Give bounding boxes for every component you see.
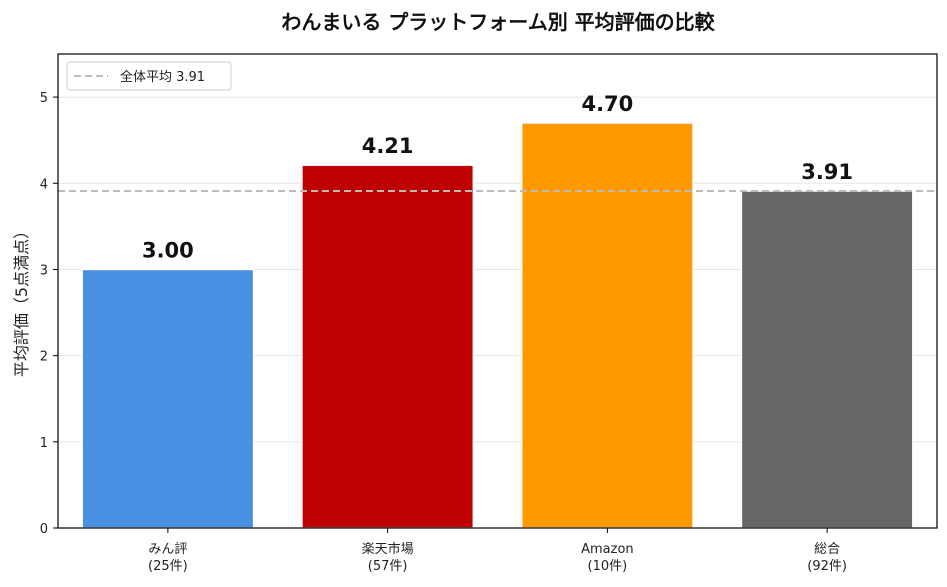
legend-label: 全体平均 3.91 — [120, 69, 205, 85]
x-tick-sublabel: (10件) — [588, 559, 628, 574]
y-axis-label: 平均評価（5点満点） — [12, 223, 31, 377]
bar-value-label: 4.21 — [362, 134, 414, 158]
x-tick-label: みん評 — [148, 542, 187, 557]
y-tick-label: 3 — [40, 263, 48, 278]
y-tick-label: 0 — [40, 522, 48, 537]
bar — [520, 122, 694, 529]
bar-value-label: 4.70 — [581, 92, 633, 116]
bars-layer — [81, 122, 914, 529]
bar — [301, 164, 475, 529]
y-tick-label: 1 — [40, 436, 48, 451]
legend-box — [66, 61, 232, 91]
legend: 全体平均 3.91 — [66, 61, 232, 91]
x-tick-label: 総合 — [814, 542, 840, 557]
x-tick-sublabel: (25件) — [148, 559, 188, 574]
bar-value-label: 3.00 — [142, 238, 194, 262]
x-tick-sublabel: (92件) — [807, 559, 847, 574]
chart-title: わんまいる プラットフォーム別 平均評価の比較 — [281, 10, 715, 34]
bar-value-label: 3.91 — [801, 160, 853, 184]
x-tick-label: 楽天市場 — [362, 541, 414, 557]
x-tick-label: Amazon — [581, 542, 634, 557]
ticks-layer: 0 1 2 3 4 5 みん評 (25件) 楽天市場 (57件) Amazon (10件) 総合 (92件… — [40, 91, 847, 574]
data-labels-layer: 3.00 4.21 4.70 3.91 — [142, 92, 853, 263]
y-tick-label: 4 — [40, 177, 48, 192]
bar — [81, 268, 255, 529]
y-tick-label: 5 — [40, 91, 48, 106]
y-tick-label: 2 — [40, 350, 48, 365]
bar — [740, 190, 914, 529]
x-tick-sublabel: (57件) — [368, 559, 408, 574]
plot-frame — [57, 53, 938, 529]
